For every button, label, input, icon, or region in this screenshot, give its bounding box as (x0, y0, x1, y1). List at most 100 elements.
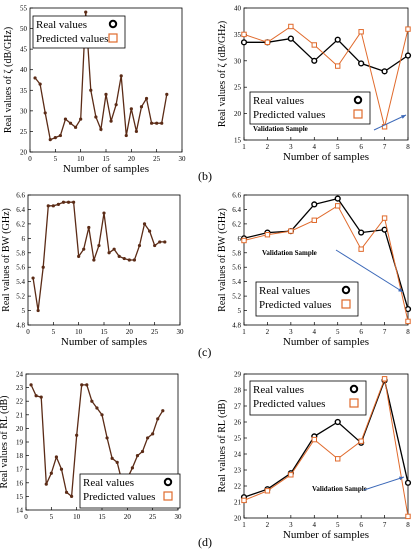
y-tick-label: 6.4 (16, 206, 25, 214)
y-tick-label: 20 (16, 425, 24, 433)
y-tick-label: 6.2 (232, 220, 241, 228)
y-tick-label: 23 (234, 467, 242, 475)
x-tick-label: 30 (175, 513, 183, 521)
y-axis-label: Real values of ζ (dB/GHz) (3, 27, 14, 133)
x-tick-label: 0 (26, 328, 30, 336)
data-point-real (404, 479, 412, 486)
legend-label-predicted: Predicted values (83, 491, 155, 503)
x-tick-label: 30 (177, 328, 185, 336)
data-point (31, 276, 35, 280)
data-point (58, 133, 63, 138)
data-point (115, 460, 119, 464)
data-point (59, 467, 64, 471)
legend: Real values Predicted values (79, 473, 181, 509)
data-point (119, 74, 123, 78)
data-point (124, 133, 128, 138)
data-point (163, 240, 167, 244)
data-point-predicted (381, 376, 388, 382)
chart-c-left: 0 5 10 15 20 25 30 4.8 5 5.2 5.4 5.6 5.8 6 6.2 6.4 6.6 Nu… (1, 192, 184, 349)
data-point (61, 200, 66, 204)
data-point (130, 466, 134, 470)
chart-d-left: 0 5 10 15 20 25 30 14 15 16 17 18 19 20 21 22 23 24 Real v… (0, 371, 182, 522)
series-line-real (243, 378, 409, 498)
x-tick-label: 2 (266, 521, 270, 529)
x-tick-label: 0 (24, 513, 28, 521)
x-tick-label: 3 (289, 328, 293, 336)
y-tick-label: 6 (238, 235, 242, 243)
annotation-arrowhead (401, 115, 406, 119)
x-tick-label: 5 (50, 513, 54, 521)
data-point (135, 454, 140, 458)
data-point (102, 211, 106, 215)
data-point-real (287, 35, 294, 42)
y-tick-label: 40 (234, 5, 242, 13)
series-line-real (243, 197, 409, 310)
y-tick-label: 40 (20, 66, 28, 74)
data-point-real (404, 306, 412, 313)
legend-label-real: Real values (253, 384, 304, 396)
y-tick-label: 55 (20, 5, 28, 13)
annotation-arrow (373, 114, 407, 131)
y-tick-label: 5.4 (232, 278, 241, 286)
data-point (112, 247, 116, 251)
x-tick-label: 1 (242, 328, 246, 336)
x-tick-label: 5 (336, 521, 340, 529)
y-axis-label: Real values of RL (dB) (0, 396, 10, 489)
data-point (48, 138, 52, 142)
data-point-predicted (405, 26, 411, 32)
data-point (64, 490, 69, 494)
legend-label-real: Real values (253, 95, 304, 107)
data-point (142, 222, 147, 226)
data-point-predicted (405, 513, 411, 520)
data-point (156, 417, 160, 421)
chart-b-left: 0 5 10 15 20 25 30 20 25 30 35 40 45 50 55 Number of sa… (3, 5, 186, 176)
data-point (53, 136, 57, 140)
data-point-real (311, 57, 318, 64)
legend-box (255, 281, 359, 317)
y-tick-label: 30 (234, 57, 242, 65)
y-axis-label: Real values of BW (GHz) (217, 208, 228, 312)
y-tick-label: 5.4 (16, 278, 25, 286)
data-point (160, 121, 164, 125)
data-point-predicted (288, 228, 294, 234)
y-tick-label: 20 (234, 515, 242, 523)
y-tick-label: 5 (22, 307, 26, 315)
series-line-predicted (243, 376, 409, 517)
data-point (77, 254, 81, 258)
series-line-predicted (243, 25, 409, 127)
y-tick-label: 25 (234, 435, 242, 443)
data-point-predicted (311, 217, 317, 223)
x-tick-label: 3 (289, 521, 293, 529)
data-point-real (358, 60, 365, 67)
data-point-real (358, 229, 365, 236)
annotation-validation-sample: Validation Sample (253, 125, 308, 133)
legend-marker-predicted (353, 109, 363, 119)
data-point (70, 494, 74, 498)
x-tick-label: 7 (383, 143, 387, 151)
data-point-predicted (335, 456, 341, 462)
x-tick-label: 7 (383, 521, 387, 529)
x-tick-label: 6 (359, 143, 363, 151)
x-tick-label: 5 (52, 328, 56, 336)
y-tick-label: 20 (20, 149, 28, 157)
y-tick-label: 6 (22, 235, 26, 243)
data-point-real (334, 36, 341, 43)
y-tick-label: 28 (234, 387, 242, 395)
data-point (97, 243, 101, 248)
x-tick-label: 25 (149, 513, 157, 521)
legend-box (249, 380, 367, 416)
data-point-predicted (288, 472, 294, 478)
data-point (56, 202, 61, 206)
data-point (127, 258, 131, 262)
x-tick-label: 8 (406, 521, 410, 529)
x-tick-label: 7 (383, 328, 387, 336)
data-point-real (334, 195, 341, 202)
y-tick-label: 21 (234, 499, 242, 507)
data-point (137, 243, 142, 248)
legend-marker-real (108, 19, 118, 29)
x-tick-label: 4 (313, 143, 317, 151)
data-point (165, 92, 169, 96)
y-tick-label: 45 (20, 46, 28, 54)
x-tick-label: 0 (28, 155, 32, 163)
